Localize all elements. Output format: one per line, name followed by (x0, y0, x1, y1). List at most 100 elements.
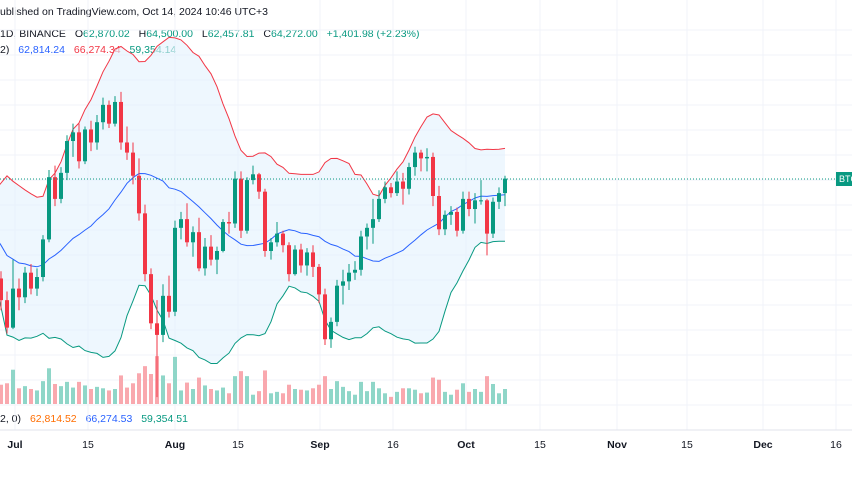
candle (101, 97, 105, 130)
candle-body (305, 252, 309, 266)
volume-bar (407, 388, 411, 404)
candle (287, 242, 291, 282)
volume-bar (137, 373, 141, 404)
candle-body (263, 191, 267, 251)
volume-bar (167, 383, 171, 404)
volume-legend[interactable]: 2, 0) 62,814.52 66,274.53 59,354.51 (0, 413, 188, 425)
change-value: +1,401.98 (+2.23%) (326, 28, 420, 40)
candle (59, 167, 63, 204)
candle (275, 222, 279, 247)
candle-body (287, 245, 291, 275)
volume-bar (437, 379, 441, 404)
volume-bar (395, 391, 399, 404)
volume-bar (269, 393, 273, 404)
candle-body (329, 321, 333, 340)
candle (281, 230, 285, 253)
volume-bar (11, 369, 15, 404)
bollinger-params: 2) (0, 44, 10, 56)
volume-value-3: 59,354.51 (141, 413, 188, 425)
candle-body (293, 249, 297, 275)
candle (461, 191, 465, 234)
candle-body (503, 178, 507, 194)
candle-body (473, 200, 477, 210)
candle (437, 185, 441, 236)
candle-body (89, 129, 93, 143)
candle-body (485, 200, 489, 234)
candle (497, 187, 501, 210)
candle-body (119, 101, 123, 143)
candle-body (497, 193, 501, 202)
volume-bar (449, 394, 453, 404)
candle (395, 171, 399, 196)
volume-bar (209, 389, 213, 404)
volume-bar (215, 390, 219, 404)
candle (161, 284, 165, 343)
candle-body (419, 152, 423, 159)
candle-body (197, 232, 201, 269)
candle-body (83, 129, 87, 162)
candle (203, 237, 207, 276)
candle-body (59, 172, 63, 199)
candle-body (101, 104, 105, 123)
candle-body (131, 152, 135, 176)
ohlc-legend: 1D, BINANCE O62,870.02 H64,500.00 L62,45… (0, 28, 419, 40)
candle (233, 171, 237, 228)
candle-body (425, 156, 429, 159)
candle-body (275, 233, 279, 243)
candle-body (107, 104, 111, 124)
time-axis-label: 16 (830, 439, 842, 451)
candle (149, 268, 153, 330)
time-axis-label: 15 (232, 439, 244, 451)
candle (17, 278, 21, 311)
candle-body (95, 122, 99, 143)
candle-body (311, 252, 315, 267)
volume-bar (239, 371, 243, 404)
candle (293, 245, 297, 276)
candle-body (443, 214, 447, 230)
time-axis-label: 15 (534, 439, 546, 451)
candle-body (215, 250, 219, 260)
volume-bar (191, 389, 195, 404)
candle (473, 193, 477, 224)
candle (221, 219, 225, 253)
candle (215, 246, 219, 275)
candle-body (407, 167, 411, 189)
volume-bar (431, 377, 435, 404)
time-axis-label: 16 (387, 439, 399, 451)
candle-body (323, 294, 327, 340)
candle-body (317, 266, 321, 295)
candle-body (239, 178, 243, 231)
candle (23, 266, 27, 304)
volume-bar (425, 392, 429, 404)
volume-bar (479, 391, 483, 404)
candle (503, 175, 507, 207)
volume-bar (59, 386, 63, 404)
candlesticks (0, 91, 507, 398)
candle-body (71, 132, 75, 142)
candle-body (227, 222, 231, 224)
candle (35, 268, 39, 296)
candle (197, 217, 201, 272)
volume-bar (83, 385, 87, 404)
candle-body (335, 285, 339, 322)
volume-bar (47, 368, 51, 404)
volume-bar (413, 389, 417, 404)
candle (227, 211, 231, 234)
candle (71, 123, 75, 157)
volume-bar (371, 381, 375, 404)
symbol-interval[interactable]: 1D, BINANCE (0, 28, 66, 40)
volume-bar (323, 376, 327, 404)
candle (347, 264, 351, 291)
volume-bar (419, 393, 423, 404)
candle-body (413, 152, 417, 168)
candle-body (11, 288, 15, 328)
candle-body (29, 272, 33, 289)
candle-body (167, 295, 171, 312)
candle-body (113, 101, 117, 124)
candle (155, 300, 159, 398)
candle (365, 223, 369, 250)
volume-bar (185, 382, 189, 404)
time-axis-label: Jul (7, 439, 23, 451)
candle-body (245, 180, 249, 231)
